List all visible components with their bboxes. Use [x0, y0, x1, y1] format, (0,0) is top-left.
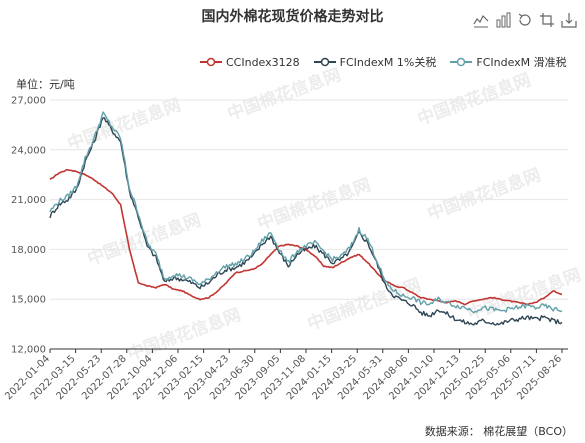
watermark-5: 中国棉花信息网 — [425, 164, 544, 224]
legend-label-fcindex-sliding: FCIndexM 滑准税 — [476, 56, 567, 69]
chart-legend: CCIndex3128 FCIndexM 1%关税 FCIndexM 滑准税 — [200, 54, 567, 70]
y-axis: 12,000 15,000 18,000 21,000 24,000 27,000 — [11, 96, 46, 356]
legend-item-fcindex-sliding[interactable]: FCIndexM 滑准税 — [450, 54, 567, 70]
watermark-0: 中国棉花信息网 — [65, 94, 184, 154]
y-tick-label-4: 24,000 — [11, 145, 46, 156]
line-chart-icon[interactable] — [473, 12, 489, 28]
legend-swatch-fcindex-sliding — [450, 57, 473, 67]
y-tick-label-3: 21,000 — [11, 195, 46, 206]
legend-item-ccindex[interactable]: CCIndex3128 — [200, 54, 300, 70]
crop-icon[interactable] — [539, 12, 555, 28]
series-line-2 — [49, 111, 563, 314]
watermark-7: 中国棉花信息网 — [305, 274, 424, 334]
watermark-2: 中国棉花信息网 — [415, 69, 534, 129]
x-axis: 2022-01-042022-03-152022-05-232022-07-28… — [3, 348, 568, 402]
bar-chart-icon[interactable] — [495, 12, 511, 28]
watermark-3: 中国棉花信息网 — [85, 209, 204, 269]
series-line-1 — [49, 117, 563, 326]
series-lines — [49, 111, 563, 326]
watermark-4: 中国棉花信息网 — [255, 174, 374, 234]
chart-toolbar — [473, 12, 577, 28]
y-tick-label-0: 12,000 — [11, 345, 46, 356]
data-source: 数据来源： 棉花展望（BCO） — [424, 425, 573, 438]
legend-swatch-fcindex-1pct — [313, 57, 336, 67]
restore-icon[interactable] — [517, 12, 533, 28]
legend-label-ccindex: CCIndex3128 — [226, 55, 300, 69]
watermark-1: 中国棉花信息网 — [225, 64, 344, 124]
legend-label-fcindex-1pct: FCIndexM 1%关税 — [339, 56, 437, 69]
watermark-8: 中国棉花信息网 — [465, 264, 584, 324]
y-tick-label-2: 18,000 — [11, 245, 46, 256]
y-tick-label-5: 27,000 — [11, 96, 46, 107]
y-tick-label-1: 15,000 — [11, 295, 46, 306]
unit-label: 单位：元/吨 — [16, 78, 75, 91]
legend-swatch-ccindex — [200, 57, 222, 67]
legend-item-fcindex-1pct[interactable]: FCIndexM 1%关税 — [313, 54, 437, 70]
chart-title: 国内外棉花现货价格走势对比 — [201, 9, 384, 25]
save-icon[interactable] — [561, 12, 577, 28]
